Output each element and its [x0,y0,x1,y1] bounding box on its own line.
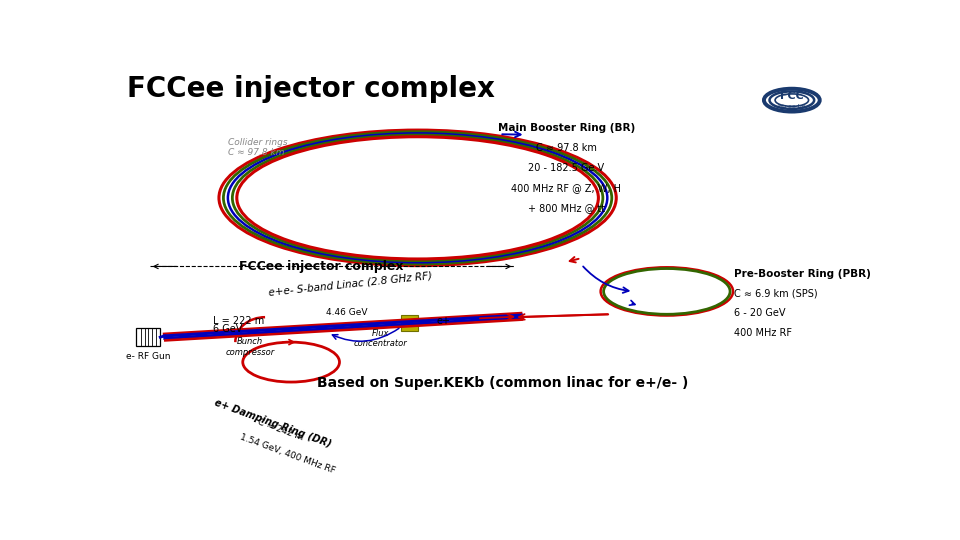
Text: e+: e+ [437,315,450,326]
Text: Collider rings
C ≈ 97.8 km: Collider rings C ≈ 97.8 km [228,138,287,157]
Text: FCCee injector complex: FCCee injector complex [239,260,403,273]
Text: L = 222 m: L = 222 m [213,315,264,326]
Text: Flux
concentrator: Flux concentrator [353,329,407,348]
Text: Bunch
compressor: Bunch compressor [226,337,275,356]
Text: Main Booster Ring (BR): Main Booster Ring (BR) [498,123,635,133]
Text: 400 MHz RF @ Z, W, H: 400 MHz RF @ Z, W, H [512,183,621,193]
Text: 4.46 GeV: 4.46 GeV [326,308,368,316]
Text: 20 - 182.5 Ge.V: 20 - 182.5 Ge.V [528,163,605,173]
Text: C ≈ 242 m: C ≈ 242 m [256,417,304,442]
Text: 1.54 GeV, 400 MHz RF: 1.54 GeV, 400 MHz RF [238,433,336,476]
Bar [136,328,160,346]
Text: e+e- S-band Linac (2.8 GHz RF): e+e- S-band Linac (2.8 GHz RF) [268,271,433,298]
Text: 400 MHz RF: 400 MHz RF [733,328,792,339]
Text: hh ee he: hh ee he [778,104,805,109]
Text: C ≈ 6.9 km (SPS): C ≈ 6.9 km (SPS) [733,288,817,299]
Text: 6 GeV: 6 GeV [213,324,242,334]
Bar [401,315,418,331]
Text: C ≈ 97.8 km: C ≈ 97.8 km [536,143,597,153]
Text: Based on Super.KEKb (common linac for e+/e- ): Based on Super.KEKb (common linac for e+… [318,376,689,390]
Text: Pre-Booster Ring (PBR): Pre-Booster Ring (PBR) [733,268,871,279]
Text: e+ Damping Ring (DR): e+ Damping Ring (DR) [213,397,332,449]
Text: e- RF Gun: e- RF Gun [126,352,171,361]
Text: 6 - 20 GeV: 6 - 20 GeV [733,308,785,319]
Text: + 800 MHz @ tt: + 800 MHz @ tt [528,203,605,213]
Text: FCCee injector complex: FCCee injector complex [128,75,495,103]
Text: FCC: FCC [780,91,804,101]
